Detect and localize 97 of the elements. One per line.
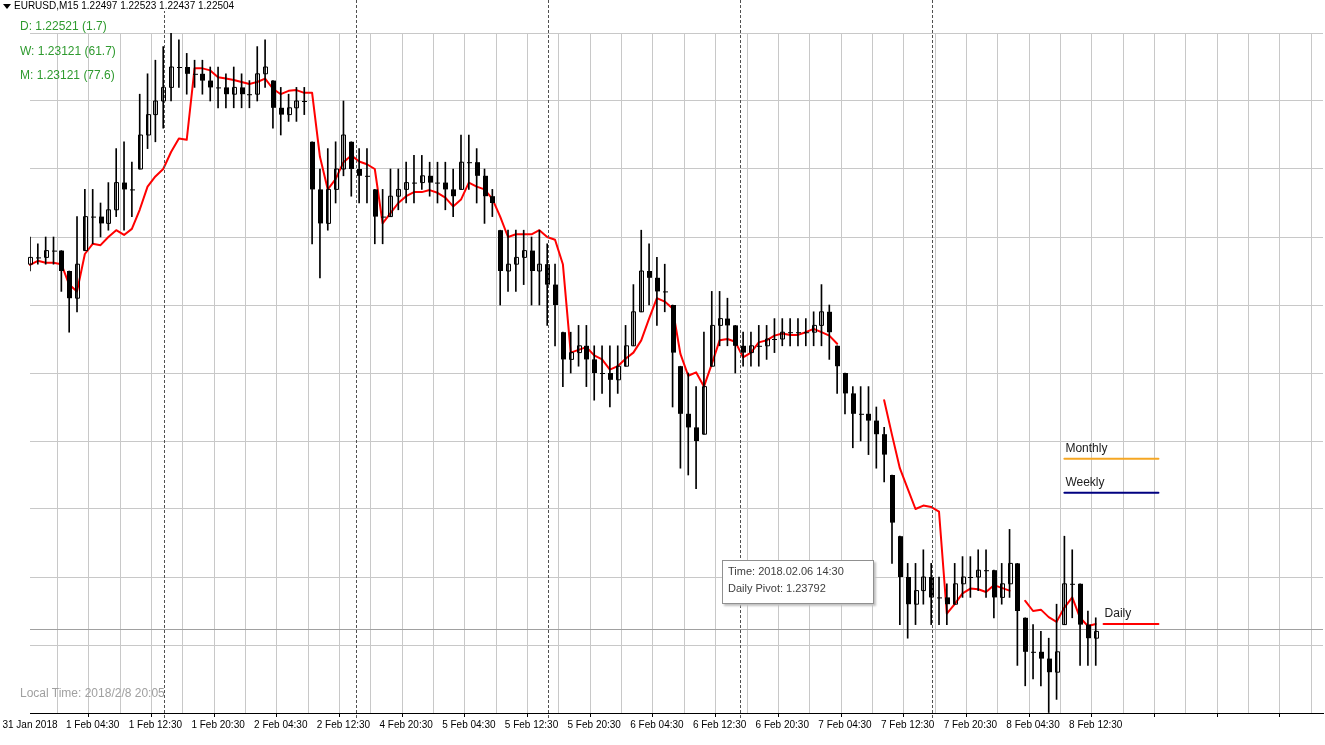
candlestick [412,155,417,204]
chart-title: EURUSD,M15 1.22497 1.22523 1.22437 1.22504 [14,0,237,11]
x-tick-label: 2 Feb 04:30 [254,718,308,730]
candlestick [169,33,174,102]
annotation: Local Time: 2018/2/8 20:05 [20,686,165,700]
x-tick-label: 6 Feb 12:30 [692,718,747,730]
candlestick [255,46,260,102]
x-tick-label: 5 Feb 12:30 [504,718,559,730]
candlestick [365,148,370,204]
x-tick-label: 6 Feb 20:30 [755,718,810,730]
candlestick [91,189,96,245]
annotation: Time: 2018.02.06 14:30 [728,565,844,577]
candlestick [1070,549,1075,619]
x-tick-label: 8 Feb 04:30 [1006,718,1061,730]
candlestick [553,263,558,347]
candlestick [608,345,613,408]
candlestick [945,583,950,625]
candlestick [749,331,754,367]
annotation: Daily Pivot: 1.23792 [728,582,826,594]
candlestick [224,73,229,109]
candlestick [1031,624,1036,680]
candlestick [953,563,958,605]
x-tick-label: 7 Feb 04:30 [818,718,873,730]
x-tick-label: 4 Feb 20:30 [379,718,434,730]
candlestick [514,229,519,292]
candlestick [874,406,879,469]
x-tick-label: 8 Feb 12:30 [1069,718,1123,730]
candlestick [44,236,49,265]
annotation: D: 1.22521 (1.7) [20,19,107,33]
candlestick [522,229,527,285]
x-tick-label: 6 Feb 04:30 [630,718,685,730]
candlestick [600,345,605,394]
candlestick [83,189,88,252]
x-tick-label: 1 Feb 04:30 [66,718,120,730]
candlestick [357,148,362,204]
candlestick [138,93,143,170]
candlestick [396,168,401,211]
candlestick [506,229,511,292]
candlestick [710,291,715,367]
candlestick [804,318,809,347]
candlestick [420,155,425,190]
candlestick [161,46,166,129]
candlestick [232,66,237,109]
candlestick [569,331,574,374]
candlestick [114,148,119,217]
x-tick-label: 7 Feb 12:30 [880,718,935,730]
candlestick [702,331,707,435]
x-tick-label: 31 Jan 2018 [2,718,58,730]
candlestick [185,53,190,95]
candlestick [28,236,33,272]
candlestick [177,39,182,88]
candlestick [984,549,989,598]
tooltip-box: Time: 2018.02.06 14:30 Daily Pivot: 1.23792 [722,560,874,604]
candlestick [467,134,472,190]
candlestick [263,39,268,88]
candlestick [647,243,652,306]
candlestick [780,318,785,347]
candlestick [326,148,331,231]
candlestick [279,87,284,136]
series-label: Weekly [1065,474,1105,489]
candlestick [545,243,550,326]
candlestick [663,263,668,313]
candlestick [937,576,942,625]
candlestick [655,257,660,326]
candlestick [459,134,464,190]
candlestick [130,161,135,217]
candlestick [796,318,801,347]
x-tick-label: 2 Feb 12:30 [316,718,371,730]
candlestick [788,318,793,347]
candlestick [1086,610,1091,666]
candlestick [475,148,480,204]
candlestick [404,161,409,204]
annotation: W: 1.23121 (61.7) [20,44,116,58]
candlestick [302,87,307,115]
candlestick [36,243,41,265]
candlestick [1000,563,1005,605]
candlestick [741,331,746,367]
x-tick-label: 1 Feb 12:30 [128,718,183,730]
x-tick-label: 1 Feb 20:30 [191,718,246,730]
candlestick [75,216,80,313]
candlestick [1094,617,1099,666]
candlestick [694,386,699,489]
x-tick-label: 7 Feb 20:30 [943,718,998,730]
x-tick-label: 5 Feb 20:30 [567,718,622,730]
candlestick [686,372,691,476]
candlestick [592,345,597,401]
candlestick [1039,631,1044,687]
annotation: M: 1.23121 (77.6) [20,68,115,82]
candlestick [216,66,221,109]
candlestick [976,549,981,591]
candlestick [757,325,762,367]
x-tick-label: 5 Feb 04:30 [442,718,496,730]
candlestick [451,168,456,217]
candlestick [639,229,644,313]
series-label: Monthly [1065,440,1108,455]
series-label: Daily [1104,606,1132,621]
candlestick [616,345,621,394]
